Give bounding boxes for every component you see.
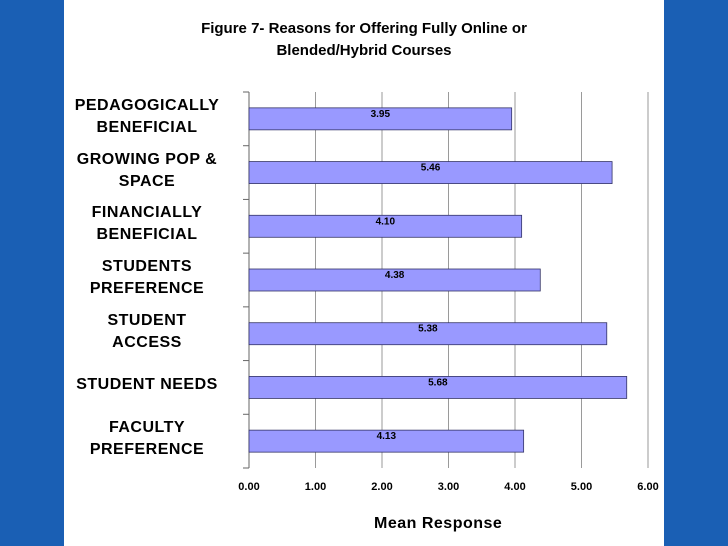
bar: [248, 322, 608, 346]
category-label: STUDENT NEEDS: [62, 374, 232, 396]
data-label: 5.38: [418, 324, 438, 335]
x-tick-label: 0.00: [238, 481, 259, 493]
category-label-line: STUDENT NEEDS: [76, 376, 218, 394]
category-label-line: FACULTY: [108, 419, 186, 437]
data-label: 5.68: [428, 377, 448, 388]
bar: [248, 214, 523, 238]
x-tick-label: 3.00: [438, 481, 459, 493]
bar: [248, 376, 628, 399]
bar: [248, 429, 525, 453]
x-tick-label: 4.00: [504, 481, 525, 493]
data-label: 4.10: [376, 216, 396, 227]
category-label-line: STUDENT: [107, 311, 187, 329]
x-tick-label: 5.00: [571, 481, 592, 493]
category-label-line: STUDENTS: [101, 258, 193, 275]
category-label-line: PREFERENCE: [89, 441, 205, 459]
bar: [248, 268, 541, 292]
bar: [248, 107, 513, 131]
category-label-line: PREFERENCE: [89, 280, 205, 297]
category-label-line: ACCESS: [112, 333, 182, 351]
bar-chart: 0.00 1.00 2.00 3.00 4.00 5.00 6.00 3.95 5.46 4.10…: [238, 91, 659, 493]
category-label-line: BENEFICIAL: [96, 118, 198, 136]
x-tick-label: 6.00: [637, 481, 658, 493]
chart-title: Figure 7- Reasons for Offering Fully Onl…: [64, 18, 664, 62]
category-label-line: PEDAGOGICALLY: [74, 96, 220, 114]
data-label: 3.95: [371, 109, 391, 120]
category-label: PEDAGOGICALLY BENEFICIAL: [62, 95, 232, 139]
category-label: STUDENT ACCESS: [62, 310, 232, 354]
x-tick-label: 1.00: [305, 481, 326, 493]
category-label-line: GROWING POP &: [76, 150, 218, 168]
category-label-line: FINANCIALLY: [91, 204, 203, 222]
chart-title-line-1: Figure 7- Reasons for Offering Fully Onl…: [201, 20, 527, 37]
x-tick-label: 2.00: [371, 481, 392, 493]
category-label: STUDENTS PREFERENCE: [62, 256, 232, 300]
data-label: 4.38: [385, 270, 405, 281]
category-label-line: SPACE: [118, 172, 176, 190]
chart-title-line-2: Blended/Hybrid Courses: [276, 42, 452, 59]
x-axis-label: Mean Response: [374, 515, 503, 532]
category-label: FACULTY PREFERENCE: [62, 417, 232, 461]
category-label: GROWING POP & SPACE: [62, 149, 232, 193]
category-label-line: BENEFICIAL: [96, 226, 198, 244]
category-label: FINANCIALLY BENEFICIAL: [62, 202, 232, 246]
data-label: 4.13: [377, 431, 397, 442]
data-label: 5.46: [421, 163, 441, 174]
bar: [248, 161, 613, 184]
slide: Figure 7- Reasons for Offering Fully Onl…: [64, 0, 664, 546]
